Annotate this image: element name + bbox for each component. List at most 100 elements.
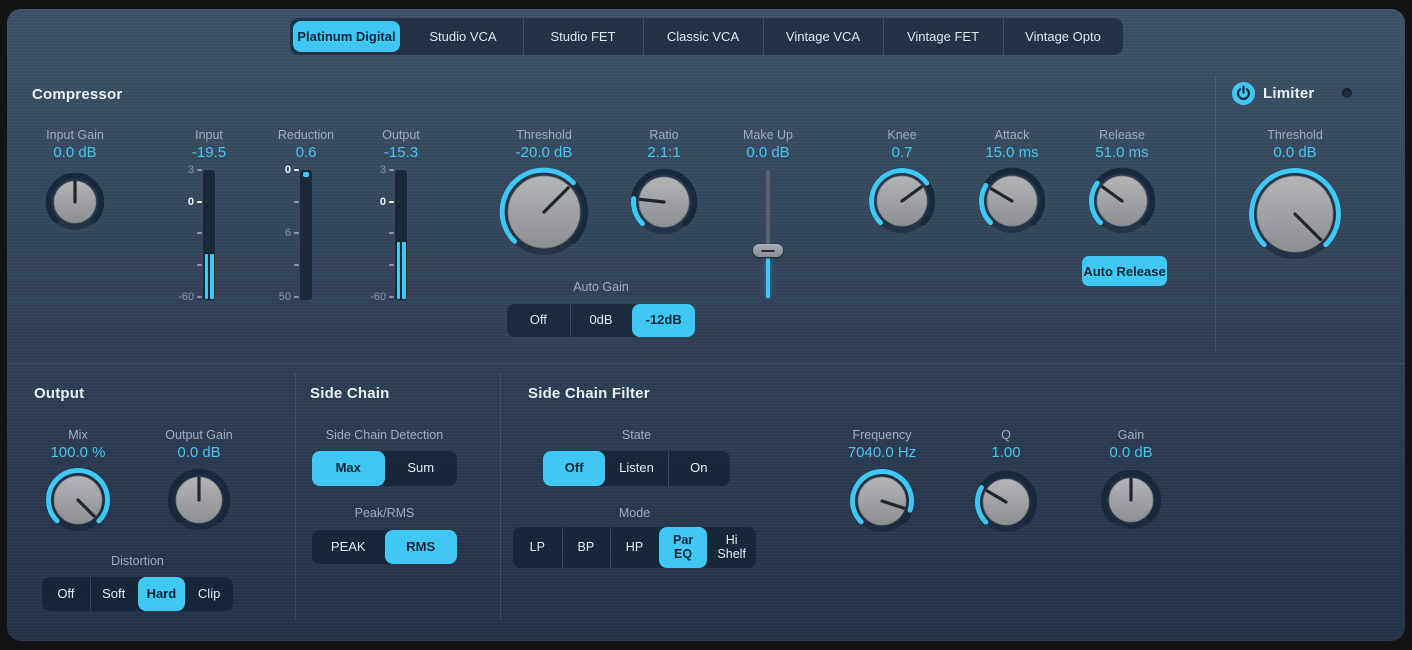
- meter-tick: 0: [379, 196, 386, 208]
- state-option-off[interactable]: Off: [543, 451, 606, 486]
- limiter-threshold-value: 0.0 dB: [1273, 144, 1317, 161]
- limiter-threshold-knob[interactable]: [1248, 167, 1342, 266]
- power-icon: [1237, 85, 1250, 100]
- distortion-option-soft[interactable]: Soft: [90, 577, 138, 611]
- tab-classic-vca[interactable]: Classic VCA: [643, 18, 763, 55]
- input-gain-value: 0.0 dB: [53, 144, 97, 161]
- make-up-control: Make Up 0.0 dB: [723, 127, 813, 298]
- distortion-option-off[interactable]: Off: [57, 585, 75, 601]
- tab-studio-fet[interactable]: Studio FET: [523, 18, 643, 55]
- ratio-value: 2.1:1: [647, 144, 681, 161]
- frequency-value: 7040.0 Hz: [847, 444, 917, 461]
- peak-rms-option-rms[interactable]: RMS: [384, 530, 457, 564]
- release-knob[interactable]: [1088, 167, 1156, 240]
- limiter-threshold-control: Threshold 0.0 dB: [1230, 127, 1360, 266]
- distortion-option-clip[interactable]: Clip: [197, 585, 221, 601]
- auto-release-button[interactable]: Auto Release: [1082, 256, 1167, 286]
- meter-tick: 3: [187, 164, 194, 176]
- attack-knob[interactable]: [978, 167, 1046, 240]
- q-knob[interactable]: [974, 470, 1038, 538]
- make-up-value: 0.0 dB: [746, 144, 790, 161]
- input-gain-knob[interactable]: [45, 172, 105, 237]
- gain-reduction-meter: [300, 170, 312, 300]
- ratio-knob[interactable]: [630, 168, 698, 241]
- tab-platinum-digital[interactable]: Platinum Digital: [293, 21, 400, 52]
- tab-vintage-fet[interactable]: Vintage FET: [883, 18, 1003, 55]
- filter-q-control: Q 1.00: [951, 427, 1061, 538]
- threshold-label: Threshold: [516, 128, 572, 142]
- detection-option-sum[interactable]: Sum: [407, 460, 435, 476]
- tab-vintage-vca[interactable]: Vintage VCA: [763, 18, 883, 55]
- reduction-meter-value: 0.6: [295, 144, 317, 161]
- output-sidechain-divider: [295, 373, 296, 621]
- peak-rms-control: Peak/RMS PEAK RMS: [312, 505, 457, 564]
- meter-tick: 0: [284, 164, 291, 176]
- reduction-meter-body: 0 6 50: [261, 164, 351, 303]
- make-up-slider[interactable]: [752, 170, 784, 298]
- input-meter-value: -19.5: [191, 144, 227, 161]
- mode-option-par-eq[interactable]: Par EQ: [658, 527, 708, 568]
- side-chain-filter-section-title: Side Chain Filter: [528, 385, 650, 402]
- mode-option-bp[interactable]: BP: [562, 527, 611, 568]
- attack-value: 15.0 ms: [985, 144, 1039, 161]
- release-value: 51.0 ms: [1095, 144, 1149, 161]
- mix-value: 100.0 %: [50, 444, 106, 461]
- release-label: Release: [1099, 128, 1145, 142]
- auto-gain-option-off[interactable]: Off: [529, 312, 547, 328]
- frequency-label: Frequency: [852, 428, 912, 442]
- filter-gain-label: Gain: [1117, 428, 1145, 442]
- threshold-control: Threshold -20.0 dB: [484, 127, 604, 262]
- meter-tick: 3: [379, 164, 386, 176]
- meter-tick: -60: [178, 291, 194, 303]
- auto-gain-control: Auto Gain Off 0dB -12dB: [507, 279, 696, 337]
- limiter-threshold-label: Threshold: [1267, 128, 1323, 142]
- input-gain-control: Input Gain 0.0 dB: [20, 127, 130, 237]
- slider-track: [766, 170, 770, 248]
- top-bottom-divider: [8, 363, 1404, 364]
- tab-vintage-opto[interactable]: Vintage Opto: [1003, 18, 1123, 55]
- sidechain-filter-divider: [500, 373, 501, 621]
- auto-gain-segmented: Off 0dB -12dB: [507, 304, 696, 337]
- state-option-listen[interactable]: Listen: [619, 460, 654, 476]
- slider-handle[interactable]: [753, 244, 783, 257]
- threshold-knob[interactable]: [499, 167, 589, 262]
- output-section-title: Output: [34, 385, 85, 402]
- mode-option-lp[interactable]: LP: [529, 539, 545, 554]
- peak-rms-label: Peak/RMS: [354, 506, 415, 520]
- knee-knob[interactable]: [868, 167, 936, 240]
- distortion-control: Distortion Off Soft Hard Clip: [42, 553, 233, 611]
- detection-option-max[interactable]: Max: [312, 451, 385, 486]
- tab-studio-vca[interactable]: Studio VCA: [429, 29, 497, 44]
- mode-option-hi-shelf[interactable]: Hi Shelf: [717, 532, 746, 561]
- distortion-option-hard[interactable]: Hard: [137, 577, 186, 611]
- output-meter-label: Output: [382, 128, 420, 142]
- limiter-power-button[interactable]: [1232, 82, 1255, 105]
- mix-knob[interactable]: [45, 467, 111, 538]
- output-meter: Output -15.3 3 0 -60: [356, 127, 446, 303]
- filter-gain-value: 0.0 dB: [1109, 444, 1153, 461]
- side-chain-detection-control: Side Chain Detection Max Sum: [312, 427, 457, 486]
- q-value: 1.00: [991, 444, 1021, 461]
- filter-mode-label: Mode: [618, 506, 651, 520]
- meter-tick: 6: [284, 227, 291, 239]
- input-level-meter: [203, 170, 215, 300]
- filter-state-control: State Off Listen On: [543, 427, 730, 486]
- meter-tick: 50: [278, 291, 291, 303]
- auto-gain-option-minus12db[interactable]: -12dB: [632, 304, 696, 337]
- filter-gain-knob[interactable]: [1100, 469, 1162, 535]
- input-meter-label: Input: [195, 128, 223, 142]
- peak-rms-option-peak[interactable]: PEAK: [330, 538, 366, 554]
- frequency-knob[interactable]: [849, 468, 915, 539]
- state-option-on[interactable]: On: [668, 451, 730, 486]
- attack-label: Attack: [994, 128, 1030, 142]
- auto-gain-label: Auto Gain: [573, 280, 629, 294]
- output-gain-knob[interactable]: [167, 468, 231, 536]
- mode-option-hp[interactable]: HP: [610, 527, 659, 568]
- auto-gain-option-0db[interactable]: 0dB: [570, 304, 633, 337]
- limiter-led-indicator: [1342, 88, 1352, 98]
- ratio-control: Ratio 2.1:1: [609, 127, 719, 241]
- output-gain-control: Output Gain 0.0 dB: [144, 427, 254, 536]
- filter-gain-control: Gain 0.0 dB: [1076, 427, 1186, 535]
- circuit-type-tabbar: Platinum Digital Studio VCA Studio FET C…: [290, 18, 1123, 55]
